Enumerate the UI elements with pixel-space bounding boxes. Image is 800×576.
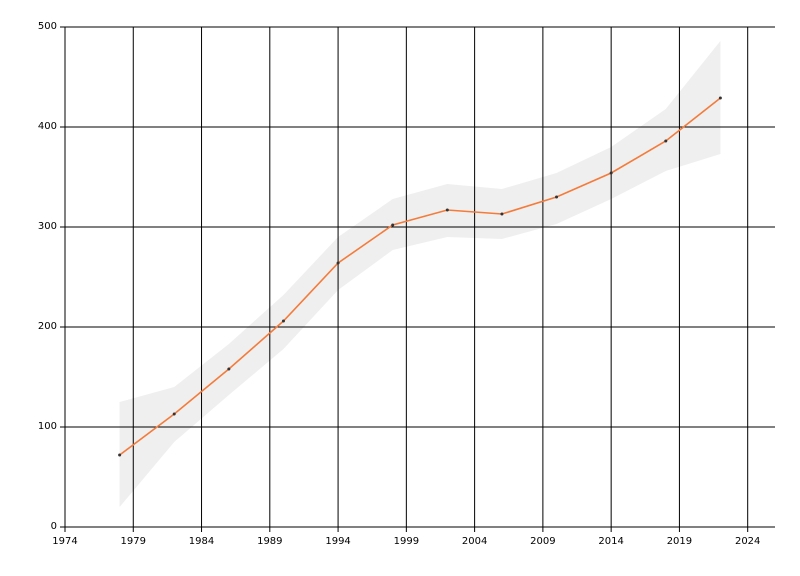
y-tick-label: 400 (38, 121, 57, 132)
point (336, 261, 340, 265)
point (118, 453, 122, 457)
x-tick-label: 1994 (325, 536, 350, 547)
y-tick-label: 300 (38, 221, 57, 232)
confidence-band (119, 41, 721, 507)
y-tick-label: 500 (38, 21, 57, 32)
y-tick-label: 200 (38, 321, 57, 332)
point (555, 195, 559, 199)
point (172, 412, 176, 416)
x-tick-label: 1979 (121, 536, 146, 547)
x-tick-label: 1999 (394, 536, 419, 547)
x-tick-label: 2004 (462, 536, 487, 547)
x-tick-label: 1989 (257, 536, 282, 547)
point (500, 212, 504, 216)
point (718, 96, 722, 100)
point (281, 319, 285, 323)
y-tick-label: 0 (51, 521, 57, 532)
point (445, 208, 449, 212)
x-tick-label: 2019 (667, 536, 692, 547)
x-tick-label: 1974 (52, 536, 77, 547)
line (119, 97, 721, 456)
x-tick-label: 2009 (530, 536, 555, 547)
y-tick-label: 100 (38, 421, 57, 432)
x-tick-label: 1984 (189, 536, 214, 547)
point (391, 223, 395, 227)
point (609, 171, 613, 175)
x-tick-label: 2014 (598, 536, 623, 547)
point (227, 367, 231, 371)
x-tick-label: 2024 (735, 536, 760, 547)
point (664, 139, 668, 143)
